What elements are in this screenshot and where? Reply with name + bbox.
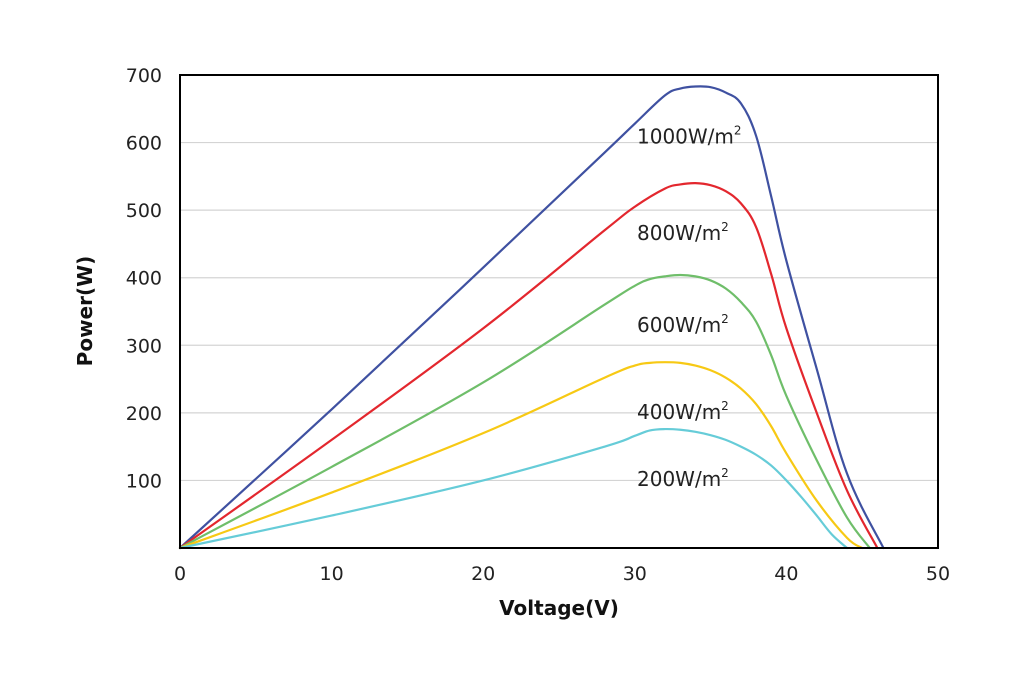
x-tick-label: 40 bbox=[774, 563, 798, 585]
y-tick-label: 200 bbox=[126, 403, 162, 425]
y-tick-label: 600 bbox=[126, 133, 162, 155]
series-labels: 1000W/m2 800W/m2 600W/m2 400W/m2 200W/m2 bbox=[637, 123, 742, 491]
x-tick-label: 30 bbox=[623, 563, 647, 585]
series-line-3 bbox=[178, 361, 864, 550]
x-tick-label: 0 bbox=[174, 563, 186, 585]
x-tick-label: 10 bbox=[320, 563, 344, 585]
y-tick-label: 100 bbox=[126, 470, 162, 492]
series-label-2: 600W/m2 bbox=[637, 312, 729, 337]
gridlines bbox=[180, 141, 938, 482]
series-line-1 bbox=[178, 181, 879, 550]
series-line-4 bbox=[178, 427, 849, 550]
y-tick-label: 300 bbox=[126, 335, 162, 357]
series-line-0 bbox=[178, 85, 885, 550]
y-tick-label: 700 bbox=[126, 65, 162, 87]
series-label-4: 200W/m2 bbox=[637, 466, 729, 491]
x-axis-title: Voltage(V) bbox=[499, 596, 619, 620]
series-label-1: 800W/m2 bbox=[637, 220, 729, 245]
y-axis-ticks: 100 200 300 400 500 600 700 bbox=[126, 65, 162, 492]
series-line-2 bbox=[178, 273, 871, 550]
series-label-3: 400W/m2 bbox=[637, 399, 729, 424]
x-axis-ticks: 0 10 20 30 40 50 bbox=[174, 563, 950, 585]
x-tick-label: 50 bbox=[926, 563, 950, 585]
y-tick-label: 400 bbox=[126, 268, 162, 290]
series-curves bbox=[178, 85, 885, 550]
y-axis-title: Power(W) bbox=[73, 256, 97, 367]
y-tick-label: 500 bbox=[126, 200, 162, 222]
series-label-0: 1000W/m2 bbox=[637, 123, 742, 148]
plot-area-frame bbox=[179, 74, 939, 549]
x-tick-label: 20 bbox=[471, 563, 495, 585]
